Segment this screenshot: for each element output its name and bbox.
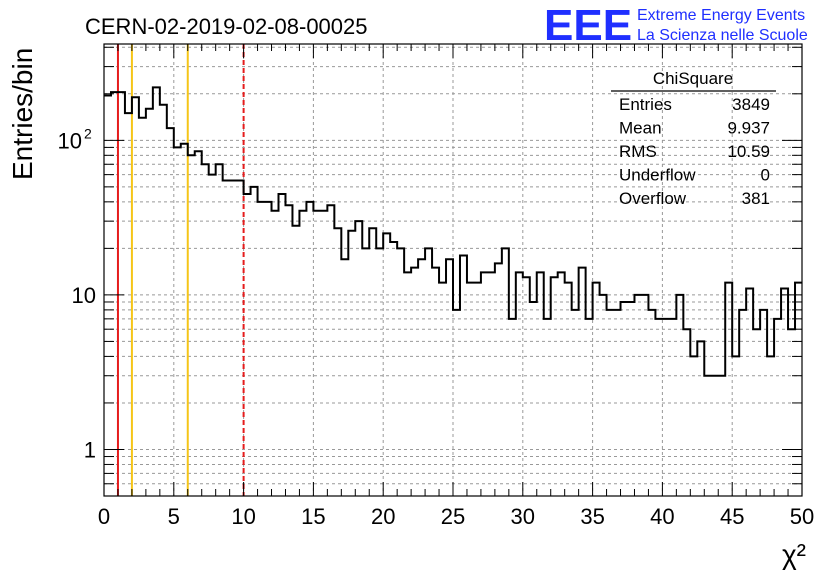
eee-logo-line1: Extreme Energy Events xyxy=(637,7,805,24)
reference-lines xyxy=(116,44,245,496)
x-tick-label: 10 xyxy=(231,504,255,529)
y-tick-label: 10 xyxy=(58,128,82,153)
stats-label: Entries xyxy=(619,95,672,114)
y-tick-label: 10 xyxy=(72,283,96,308)
stats-value: 0 xyxy=(761,166,770,185)
stats-label: Mean xyxy=(619,119,662,138)
stats-value: 381 xyxy=(742,189,770,208)
y-axis-title: Entries/bin xyxy=(7,48,38,180)
eee-logo-mark: EEE xyxy=(544,1,632,50)
x-tick-label: 30 xyxy=(511,504,535,529)
x-tick-label: 20 xyxy=(371,504,395,529)
stats-label: RMS xyxy=(619,142,657,161)
x-axis-title: χ² xyxy=(782,539,806,570)
histogram-line xyxy=(104,86,802,377)
x-tick-label: 40 xyxy=(650,504,674,529)
stats-value: 3849 xyxy=(732,95,770,114)
x-tick-label: 25 xyxy=(441,504,465,529)
x-tick-label: 15 xyxy=(301,504,325,529)
chart-title: CERN-02-2019-02-08-00025 xyxy=(85,14,368,39)
stats-box: ChiSquare Entries 3849 Mean 9.937 RMS 10.59 Un… xyxy=(611,69,776,208)
x-tick-label: 35 xyxy=(580,504,604,529)
axis-ticks xyxy=(103,44,803,497)
stats-value: 9.937 xyxy=(727,119,770,138)
stats-label: Underflow xyxy=(619,166,696,185)
histogram-series xyxy=(104,86,802,377)
x-tick-label: 0 xyxy=(98,504,110,529)
stats-label: Overflow xyxy=(619,189,687,208)
y-tick-label: 1 xyxy=(84,437,96,462)
x-tick-label: 5 xyxy=(168,504,180,529)
stats-box-title: ChiSquare xyxy=(653,69,733,88)
y-tick-label-exponent: 2 xyxy=(84,125,92,141)
eee-logo: EEE Extreme Energy Events La Scienza nel… xyxy=(544,1,808,50)
eee-logo-line2: La Scienza nelle Scuole xyxy=(637,27,808,44)
x-tick-label: 45 xyxy=(720,504,744,529)
stats-value: 10.59 xyxy=(727,142,770,161)
x-tick-label: 50 xyxy=(790,504,814,529)
